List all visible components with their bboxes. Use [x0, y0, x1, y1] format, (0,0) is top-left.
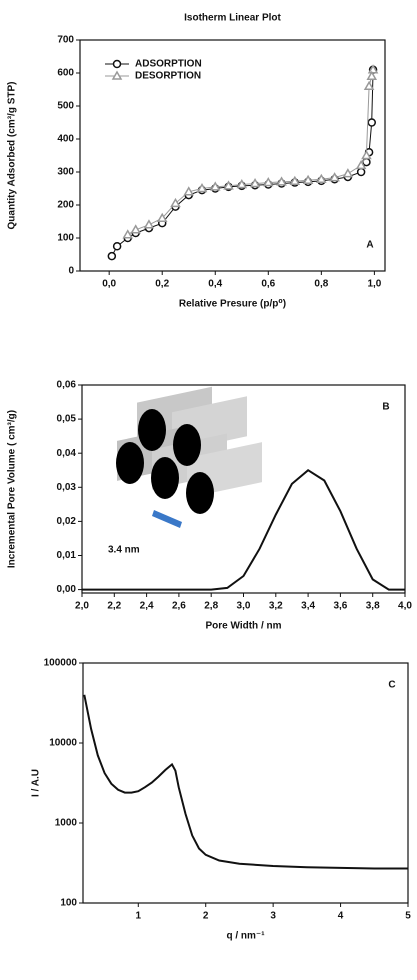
data-point — [183, 186, 195, 196]
legend-marker — [111, 70, 123, 80]
y-tick-label: 0,04 — [57, 448, 77, 459]
x-tick-label: 1 — [136, 911, 142, 922]
x-axis-label: Relative Presure (p/p⁰) — [179, 299, 286, 310]
data-point — [276, 176, 287, 186]
annotation: 3.4 nm — [108, 545, 140, 556]
x-tick-label: 2,6 — [172, 601, 186, 612]
x-tick-label: 3,6 — [333, 601, 347, 612]
plot-frame — [82, 662, 409, 904]
data-point — [170, 197, 181, 208]
data-point — [209, 181, 221, 191]
data-point — [236, 179, 248, 189]
legend-label: ADSORPTION — [135, 59, 202, 70]
x-tick-label: 2 — [203, 911, 209, 922]
x-tick-label: 1,0 — [367, 279, 381, 290]
legend-marker — [112, 59, 122, 69]
series-line — [127, 69, 374, 236]
data-point — [316, 173, 327, 184]
data-point — [263, 177, 274, 187]
x-tick-label: 0,2 — [155, 279, 169, 290]
x-axis-label: q / nm⁻¹ — [226, 931, 265, 942]
y-tick-label: 0 — [68, 266, 74, 277]
y-tick-label: 100 — [60, 898, 77, 909]
x-tick-label: 2,0 — [75, 601, 89, 612]
y-axis-label: Quantity Adsorbed (cm³/g STP) — [7, 82, 18, 230]
y-tick-label: 0,01 — [57, 550, 77, 561]
series-line — [82, 468, 405, 591]
x-tick-label: 3,2 — [269, 601, 283, 612]
panel-label: B — [382, 402, 389, 413]
y-tick-label: 700 — [57, 35, 74, 46]
y-tick-label: 300 — [57, 167, 74, 178]
data-point — [361, 149, 372, 160]
x-tick-label: 0,6 — [261, 279, 275, 290]
panel-label: C — [388, 680, 395, 691]
data-point — [196, 182, 208, 193]
x-tick-label: 0,8 — [314, 279, 328, 290]
pore-illustration — [116, 386, 262, 528]
data-point — [143, 219, 155, 229]
y-tick-label: 100 — [57, 233, 74, 244]
y-tick-label: 200 — [57, 200, 74, 211]
data-point — [367, 64, 379, 74]
x-tick-label: 2,4 — [140, 601, 154, 612]
y-tick-label: 1000 — [55, 818, 78, 829]
data-point — [112, 242, 122, 251]
data-point — [156, 212, 168, 222]
x-tick-label: 3,8 — [366, 601, 380, 612]
y-tick-label: 400 — [57, 134, 74, 145]
data-point — [342, 168, 354, 178]
data-point — [355, 159, 367, 170]
x-tick-label: 0,0 — [102, 279, 116, 290]
data-point — [130, 224, 141, 234]
panel-label: A — [366, 240, 373, 251]
data-point — [302, 174, 314, 184]
x-tick-label: 3,0 — [237, 601, 251, 612]
y-tick-label: 0,03 — [57, 482, 77, 493]
data-point — [363, 80, 375, 90]
series-line — [83, 694, 408, 870]
data-point — [356, 167, 366, 177]
legend-label: DESORPTION — [135, 71, 201, 82]
x-tick-label: 4 — [338, 911, 344, 922]
data-point — [249, 178, 261, 188]
data-point — [223, 180, 234, 190]
y-tick-label: 600 — [57, 68, 74, 79]
x-tick-label: 2,8 — [204, 601, 218, 612]
y-tick-label: 0,00 — [57, 584, 77, 595]
x-tick-label: 3 — [270, 911, 276, 922]
y-tick-label: 0,05 — [57, 414, 77, 425]
x-tick-label: 4,0 — [398, 601, 412, 612]
x-tick-label: 3,4 — [301, 601, 315, 612]
y-tick-label: 0,06 — [57, 380, 77, 391]
y-tick-label: 100000 — [44, 658, 78, 669]
y-tick-label: 10000 — [49, 738, 77, 749]
x-tick-label: 2,2 — [107, 601, 121, 612]
data-point — [122, 229, 134, 239]
x-tick-label: 5 — [405, 911, 411, 922]
y-axis-label: I / A.U — [31, 769, 42, 797]
data-point — [329, 172, 340, 182]
data-point — [366, 70, 378, 81]
y-tick-label: 0,02 — [57, 516, 77, 527]
data-point — [367, 118, 376, 127]
chart-title: Isotherm Linear Plot — [184, 13, 281, 24]
data-point — [289, 175, 301, 185]
y-axis-label: Incremental Pore Volume ( cm³/g) — [7, 410, 18, 568]
data-point — [107, 251, 117, 261]
x-axis-label: Pore Width / nm — [205, 621, 281, 632]
y-tick-label: 500 — [57, 101, 74, 112]
x-tick-label: 0,4 — [208, 279, 222, 290]
plot-frame — [79, 39, 386, 272]
